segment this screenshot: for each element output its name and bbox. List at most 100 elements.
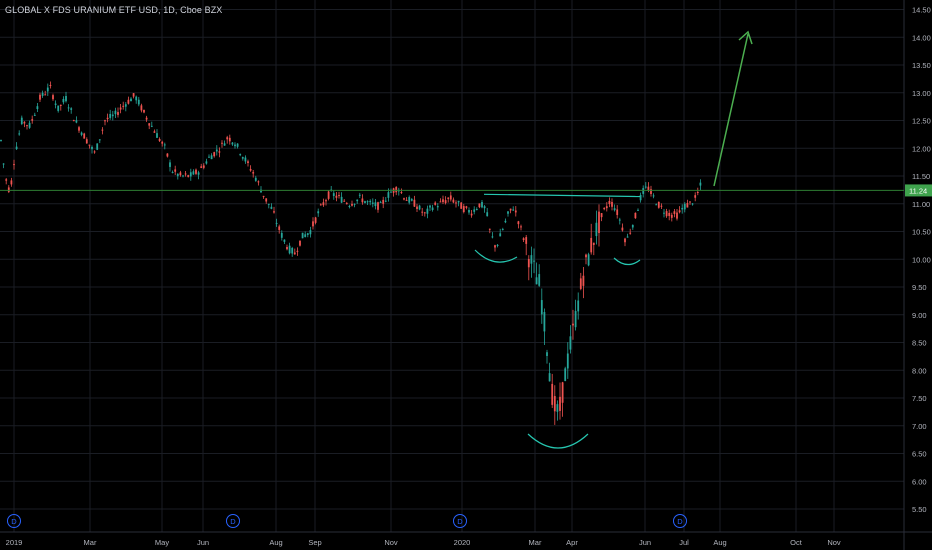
y-tick-label: 11.50 [912,172,930,181]
candle-body [304,234,307,237]
breakout-arrow-shaft[interactable] [713,33,749,187]
candle-body [182,175,184,177]
dividend-marker-label: D [11,517,17,526]
candle-body [314,217,317,223]
candle-body [486,212,489,217]
candle-body [686,203,689,208]
candle-body [65,96,67,102]
x-tick-label: Aug [269,538,282,547]
candle-body [559,396,561,411]
candle-body [231,142,234,145]
candle-body [642,188,645,194]
candle-body [254,177,257,181]
candle-body [257,181,260,183]
candle-body [26,125,28,127]
candle-body [694,195,697,198]
candle-body [460,202,463,209]
candle-body [457,200,460,203]
breakout-arrow-head[interactable] [738,30,753,45]
candle-body [197,172,200,175]
y-tick-label: 12.50 [912,117,931,126]
candle-body [39,94,41,100]
candle-body [382,199,385,204]
candle-body [624,238,626,243]
candle-body [296,250,299,252]
candle-body [91,146,93,150]
candle-body [130,98,132,102]
candle-body [176,173,179,177]
candle-body [527,259,530,268]
candle-body [280,232,283,238]
candle-body [267,203,270,205]
candle-body [447,197,450,199]
candle-body [54,103,57,105]
candle-body [384,200,387,202]
candle-body [195,169,197,174]
dividend-marker[interactable] [673,514,687,528]
candle-body [356,199,359,202]
y-tick-label: 14.50 [912,6,931,15]
candle-body [434,202,437,205]
candle-body [452,199,455,203]
candle-body [507,211,509,214]
candle-body [96,143,99,150]
candle-body [353,203,356,205]
candle-body [117,112,119,115]
candle-body [80,132,83,135]
candle-body [252,172,255,174]
candle-body [517,221,520,225]
candle-body [265,198,268,202]
candle-body [361,198,364,203]
candle-body [75,120,78,123]
candle-body [312,221,314,227]
candle-body [465,206,468,208]
candle-body [426,208,429,214]
candle-body [540,300,543,315]
dividend-marker-label: D [457,517,463,526]
candle-body [291,247,294,254]
candle-body [132,93,135,97]
left-shoulder-arc[interactable] [474,249,518,263]
candle-body [421,211,424,213]
head-arc[interactable] [527,433,589,449]
candle-body [657,201,660,208]
candle-body [564,368,567,382]
dividend-marker[interactable] [7,514,21,528]
y-tick-label: 11.00 [912,200,930,209]
right-shoulder-arc[interactable] [613,257,641,266]
candle-body [273,211,275,213]
candle-body [28,122,31,128]
candle-body [491,236,494,238]
candle-body [681,207,684,210]
dividend-marker[interactable] [453,514,467,528]
candle-body [468,209,470,213]
dividend-marker[interactable] [226,514,240,528]
candle-body [678,210,681,213]
candle-body [127,99,130,104]
candle-body [403,198,405,200]
candle-body [429,205,431,208]
candle-body [223,143,226,146]
candle-body [275,222,278,224]
candle-body [475,209,478,211]
candle-body [423,212,426,214]
candle-body [153,131,156,133]
candle-body [410,199,413,201]
candle-body [109,113,112,118]
candle-body [369,200,372,203]
candle-body [5,179,8,181]
candle-body [379,201,382,203]
candle-body [322,202,325,206]
candle-body [400,192,403,194]
candle-body [286,246,288,250]
candle-body [145,117,148,120]
candle-body [605,206,608,209]
candle-body [163,144,166,146]
candle-body [590,237,593,253]
candle-body [249,168,252,171]
candle-body [202,165,205,168]
candle-body [46,87,49,92]
y-tick-label: 9.00 [912,311,927,320]
resistance-line[interactable] [483,193,641,198]
